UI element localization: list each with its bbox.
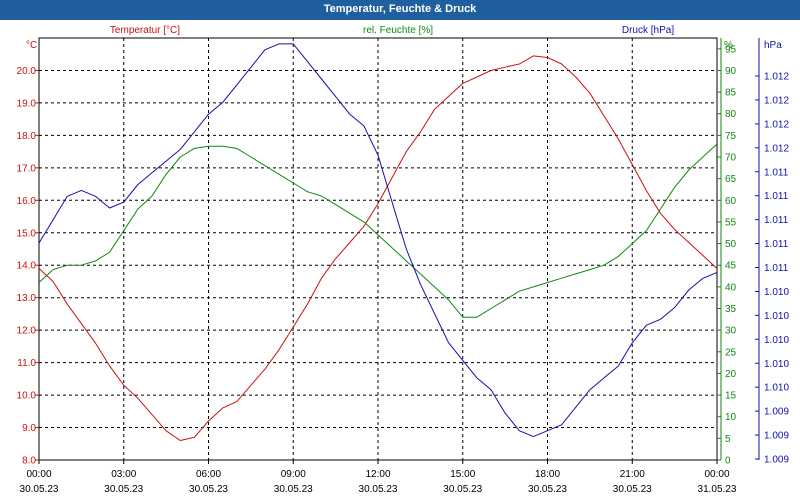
temperature-tick-label: 11.0 (17, 358, 36, 369)
x-tick-date: 30.05.23 (443, 484, 482, 495)
pressure-tick-label: 1.009 (764, 431, 789, 442)
pressure-tick-label: 1.012 (764, 119, 789, 130)
pressure-tick-label: 1.010 (764, 335, 789, 346)
humidity-tick-label: 10 (725, 412, 737, 423)
humidity-tick-label: 60 (725, 196, 737, 207)
humidity-series-line (38, 143, 718, 318)
x-tick-date: 30.05.23 (104, 484, 143, 495)
humidity-tick-label: 80 (725, 109, 737, 120)
humidity-tick-label: 30 (725, 326, 737, 337)
pressure-tick-label: 1.012 (764, 95, 789, 106)
temperature-tick-label: 8.0 (22, 456, 36, 467)
humidity-tick-label: 0 (725, 456, 731, 467)
temperature-tick-label: 13.0 (17, 293, 37, 304)
temperature-tick-label: 17.0 (17, 163, 37, 174)
pressure-tick-label: 1.010 (764, 383, 789, 394)
pressure-tick-label: 1.010 (764, 311, 789, 322)
pressure-tick-label: 1.012 (764, 143, 789, 154)
humidity-tick-label: 50 (725, 239, 737, 250)
pressure-tick-label: 1.011 (764, 215, 789, 226)
humidity-legend: rel. Feuchte [%] (363, 25, 433, 36)
humidity-tick-label: 5 (725, 434, 731, 445)
temperature-tick-label: 19.0 (17, 98, 37, 109)
pressure-tick-label: 1.009 (764, 455, 789, 466)
pressure-tick-label: 1.011 (764, 239, 789, 250)
x-tick-time: 00:00 (704, 469, 729, 480)
humidity-tick-label: 95 (725, 44, 737, 55)
humidity-tick-label: 35 (725, 304, 737, 315)
temperature-tick-label: 14.0 (17, 261, 37, 272)
humidity-tick-label: 20 (725, 369, 737, 380)
pressure-tick-label: 1.011 (764, 191, 789, 202)
window-title: Temperatur, Feuchte & Druck (323, 3, 477, 15)
x-tick-time: 06:00 (196, 469, 221, 480)
humidity-tick-label: 25 (725, 347, 737, 358)
humidity-tick-label: 75 (725, 131, 737, 142)
x-tick-date: 30.05.23 (20, 484, 59, 495)
temperature-axis: 8.0 9.0 10.0 11.0 12.0 13.0 14.0 15.0 16.0 17.0 18… (17, 66, 39, 467)
temperature-tick-label: 15.0 (17, 228, 37, 239)
humidity-tick-label: 85 (725, 88, 737, 99)
x-tick-time: 21:00 (620, 469, 645, 480)
x-tick-date: 30.05.23 (274, 484, 313, 495)
pressure-tick-label: 1.011 (764, 263, 789, 274)
x-tick-time: 12:00 (365, 469, 390, 480)
pressure-axis: 1.009 1.009 1.009 1.010 1.010 1.010 1.010 1.010… (755, 38, 789, 466)
x-tick-time: 03:00 (111, 469, 136, 480)
time-axis: 00:00 30.05.23 03:00 30.05.23 06:00 30.05.23 0… (20, 460, 737, 495)
temperature-legend: Temperatur [°C] (110, 25, 180, 36)
pressure-unit-label: hPa (764, 40, 782, 51)
humidity-axis: 0 5 10 15 20 25 30 35 40 45 50 55 60 65 70 75 80 85 90 95 (717, 38, 737, 467)
pressure-tick-label: 1.011 (764, 167, 789, 178)
temperature-tick-label: 10.0 (17, 391, 37, 402)
temperature-tick-label: 9.0 (22, 423, 36, 434)
x-tick-date: 31.05.23 (698, 484, 737, 495)
humidity-tick-label: 40 (725, 282, 737, 293)
humidity-tick-label: 15 (725, 391, 737, 402)
x-tick-date: 30.05.23 (189, 484, 228, 495)
pressure-tick-label: 1.009 (764, 407, 789, 418)
humidity-tick-label: 45 (725, 261, 737, 272)
series-layer (38, 43, 718, 441)
x-tick-time: 00:00 (26, 469, 51, 480)
x-tick-date: 30.05.23 (528, 484, 567, 495)
humidity-tick-label: 55 (725, 217, 737, 228)
temperature-unit-label: °C (26, 40, 37, 51)
pressure-legend: Druck [hPa] (622, 25, 674, 36)
temperature-tick-label: 16.0 (17, 196, 37, 207)
pressure-tick-label: 1.012 (764, 72, 789, 83)
humidity-tick-label: 70 (725, 153, 737, 164)
temperature-tick-label: 20.0 (17, 66, 37, 77)
humidity-unit-label: % (724, 40, 733, 51)
temperature-series-line (38, 55, 718, 441)
temperature-tick-label: 18.0 (17, 131, 37, 142)
pressure-tick-label: 1.010 (764, 287, 789, 298)
humidity-tick-label: 90 (725, 66, 737, 77)
pressure-tick-label: 1.010 (764, 359, 789, 370)
x-tick-date: 30.05.23 (613, 484, 652, 495)
humidity-tick-label: 65 (725, 174, 737, 185)
x-tick-time: 09:00 (281, 469, 306, 480)
x-tick-time: 18:00 (535, 469, 560, 480)
pressure-series-line (38, 43, 718, 438)
x-tick-date: 30.05.23 (359, 484, 398, 495)
x-tick-time: 15:00 (450, 469, 475, 480)
grid-lines (39, 38, 717, 461)
window-title-bar: Temperatur, Feuchte & Druck (0, 0, 800, 20)
temperature-tick-label: 12.0 (17, 326, 37, 337)
